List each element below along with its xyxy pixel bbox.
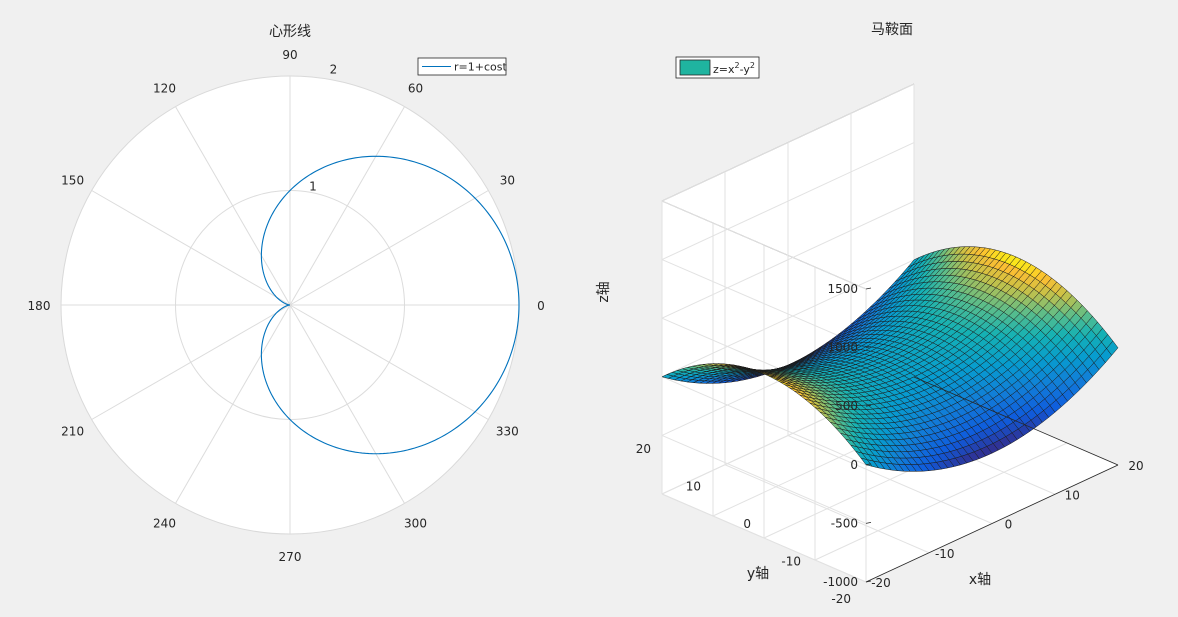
grid-z-wall-x [661,200,867,290]
surface-mesh [661,246,1119,472]
theta-tick-label: 270 [279,550,302,564]
z-tick-label: -1000 [823,575,858,589]
polar-title: 心形线 [269,24,311,40]
legend-term-exp1: 2 [735,61,740,70]
theta-tick-label: 180 [28,299,51,313]
x-tick-label: -20 [871,576,891,590]
z-tick-label: 500 [835,399,858,413]
grid-z-wall-y [661,200,915,319]
r-tick-label: 1 [309,179,317,193]
x-tick-label: 10 [1065,488,1080,502]
theta-tick-label: 150 [61,174,84,188]
grid-z-wall-x [661,376,867,466]
z-tick-label: 1000 [827,341,858,355]
grid-z-wall-y [661,83,915,202]
z-tick [865,346,872,348]
z-tick [865,463,872,466]
y-tick-label: 0 [743,517,751,531]
z-axis-label: z轴 [596,281,612,302]
polar-theta-labels: 0 30 60 90 120 150 180 210 240 270 300 330 [28,48,545,564]
y-tick-label: -20 [831,592,851,606]
theta-tick-label: 210 [61,425,84,439]
theta-tick-label: 0 [537,299,545,313]
z-tick [865,580,872,583]
theta-tick-label: 240 [153,516,176,530]
polar-r-labels: 12 [309,63,337,194]
y-tick-label: -10 [781,555,801,569]
x-tick-label: -10 [935,547,955,561]
polar-legend-box [417,57,507,76]
theta-tick-label: 300 [404,516,427,530]
theta-tick-label: 60 [408,82,423,96]
x-axis-line [913,376,1119,466]
grid-z-wall-x [661,434,867,524]
x-tick-label: 20 [1128,459,1143,473]
surface-title: 马鞍面 [871,22,913,38]
grid-z-wall-x [661,259,867,349]
y-axis-line [865,464,1119,583]
y-tick-label: 20 [636,442,651,456]
z-tick [865,287,872,290]
legend-term-mid: -y [740,63,751,76]
theta-tick-label: 330 [496,425,519,439]
grid-z-wall-x [661,493,867,583]
legend-term-base: z=x [713,63,735,76]
axes-box-front [865,376,1119,583]
surface-face [1106,340,1119,356]
theta-tick-label: 120 [153,82,176,96]
surface-legend-swatch [679,59,711,76]
legend-term-exp2: 2 [750,61,755,70]
surface-tick-labels: -1000 -500 0 500 1000 1500 -20 -10 0 10 20 -20 -10 0 1… [636,282,1144,606]
cardioid-line [260,155,520,455]
y-tick-label: 10 [686,480,701,494]
z-tick [865,522,872,524]
r-tick-label: 2 [330,63,338,77]
polar-legend[interactable]: r=1+cost [417,57,507,76]
z-tick-label: -500 [831,516,858,530]
theta-tick-label: 30 [500,174,515,188]
theta-tick-label: 90 [282,48,297,62]
z-tick-label: 0 [850,458,858,472]
surface-legend[interactable]: z=x2-y2 [675,56,760,79]
z-tick-label: 1500 [827,282,858,296]
z-tick [865,404,872,407]
grid-z-wall-y [661,142,915,261]
grid-y-floor [814,442,1068,561]
surface-chart: 马鞍面 -1000-500050010001500-20-1001020-20-… [596,22,1144,606]
grid-z-wall-y [661,259,915,378]
x-tick-label: 0 [1005,518,1013,532]
y-axis-label: y轴 [747,566,769,582]
polar-legend-label: r=1+cost [454,61,507,74]
x-axis-label: x轴 [969,572,991,588]
surface-legend-label: z=x2-y2 [713,61,755,76]
